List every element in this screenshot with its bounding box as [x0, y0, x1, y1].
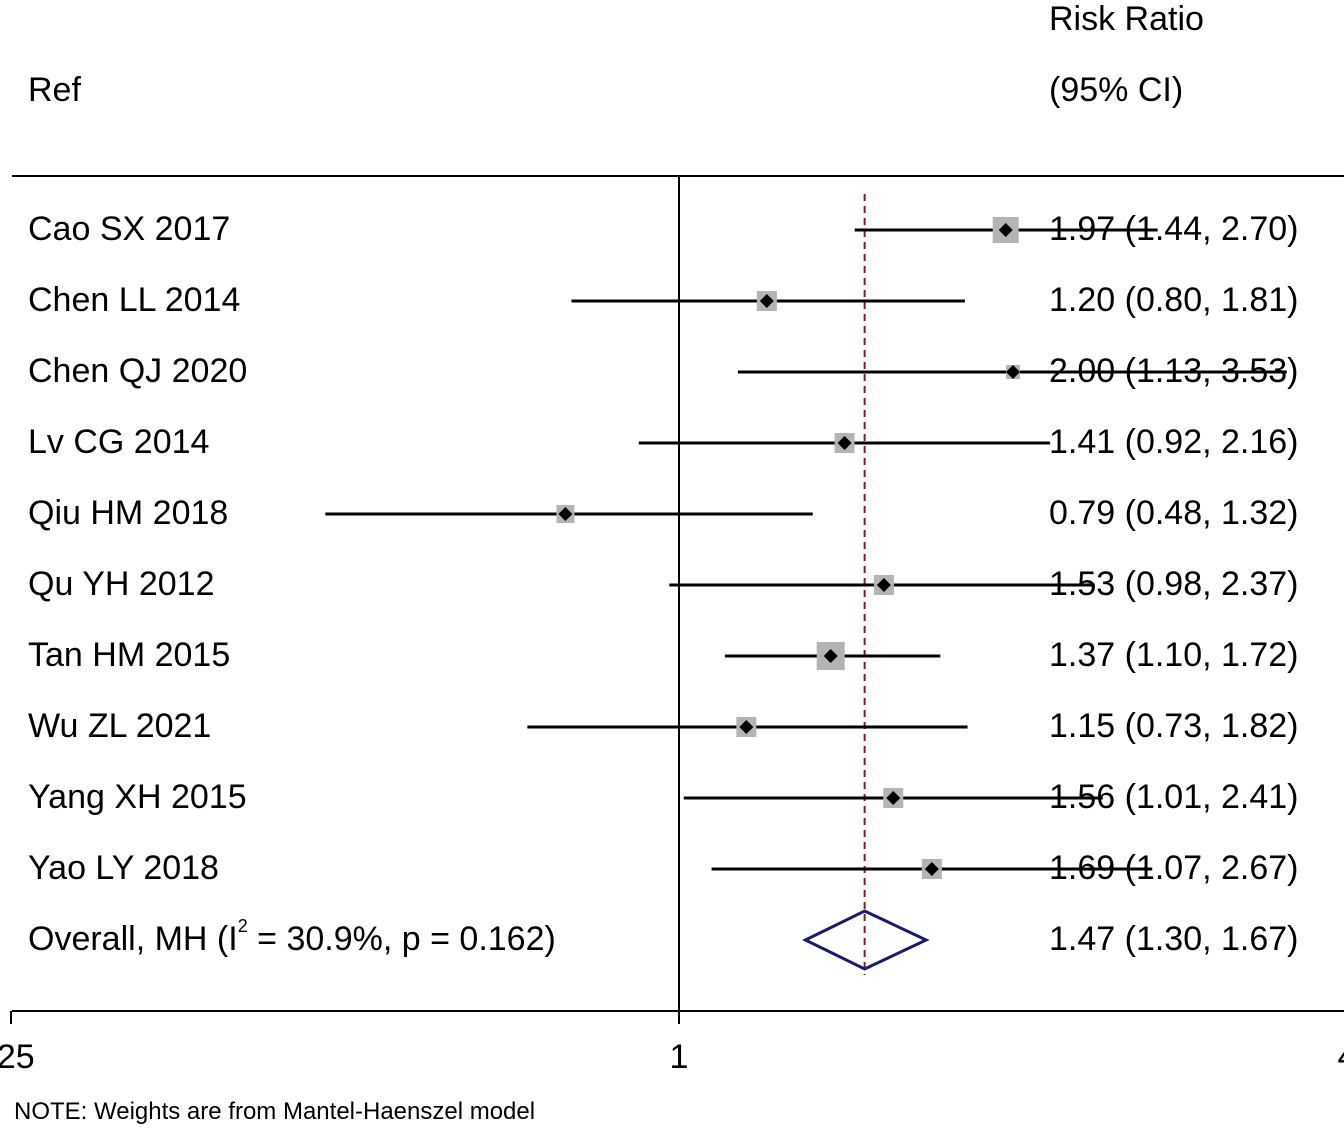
study-point-estimate — [837, 436, 852, 450]
x-tick-label-0: .25 — [0, 1038, 35, 1076]
study-label: Qiu HM 2018 — [28, 494, 228, 532]
study-ci-text: 1.37 (1.10, 1.72) — [1049, 636, 1299, 674]
study-point-estimate — [1006, 365, 1020, 379]
study-label: Tan HM 2015 — [28, 636, 230, 674]
study-point-estimate — [739, 720, 754, 734]
x-tick-label-1: 1 — [670, 1038, 689, 1076]
study-point-estimate — [998, 223, 1013, 237]
study-label: Yang XH 2015 — [28, 778, 247, 816]
overall-diamond — [802, 909, 930, 971]
overall-label: Overall, MH (I2 = 30.9%, p = 0.162) — [28, 916, 556, 958]
study-label: Lv CG 2014 — [28, 423, 209, 461]
overall-label-suffix: = 30.9%, p = 0.162) — [248, 920, 556, 958]
study-ci-text: 1.20 (0.80, 1.81) — [1049, 281, 1299, 319]
overall-label-prefix: Overall, MH (I — [28, 920, 238, 958]
overall-label-superscript: 2 — [238, 916, 248, 936]
ref-column-header: Ref — [28, 71, 81, 109]
effect-column-header: Risk Ratio — [1049, 0, 1204, 38]
study-ci-text: 1.41 (0.92, 2.16) — [1049, 423, 1299, 461]
study-ci-text: 1.15 (0.73, 1.82) — [1049, 707, 1299, 745]
study-point-estimate — [924, 862, 939, 876]
ci-column-header: (95% CI) — [1049, 71, 1184, 109]
study-point-estimate — [886, 791, 901, 805]
study-label: Yao LY 2018 — [28, 849, 219, 887]
study-label: Wu ZL 2021 — [28, 707, 211, 745]
study-point-estimate — [876, 578, 891, 592]
study-label: Chen QJ 2020 — [28, 352, 247, 390]
study-point-estimate — [759, 294, 774, 308]
study-label: Cao SX 2017 — [28, 210, 230, 248]
weights-note: NOTE: Weights are from Mantel-Haenszel m… — [14, 1098, 536, 1125]
study-label: Chen LL 2014 — [28, 281, 240, 319]
overall-ci-text: 1.47 (1.30, 1.67) — [1049, 920, 1299, 958]
study-ci-text: 0.79 (0.48, 1.32) — [1049, 494, 1299, 532]
study-point-estimate — [823, 649, 838, 663]
study-point-estimate — [558, 507, 573, 521]
x-tick-label-2: 4 — [1338, 1038, 1344, 1076]
study-label: Qu YH 2012 — [28, 565, 215, 603]
